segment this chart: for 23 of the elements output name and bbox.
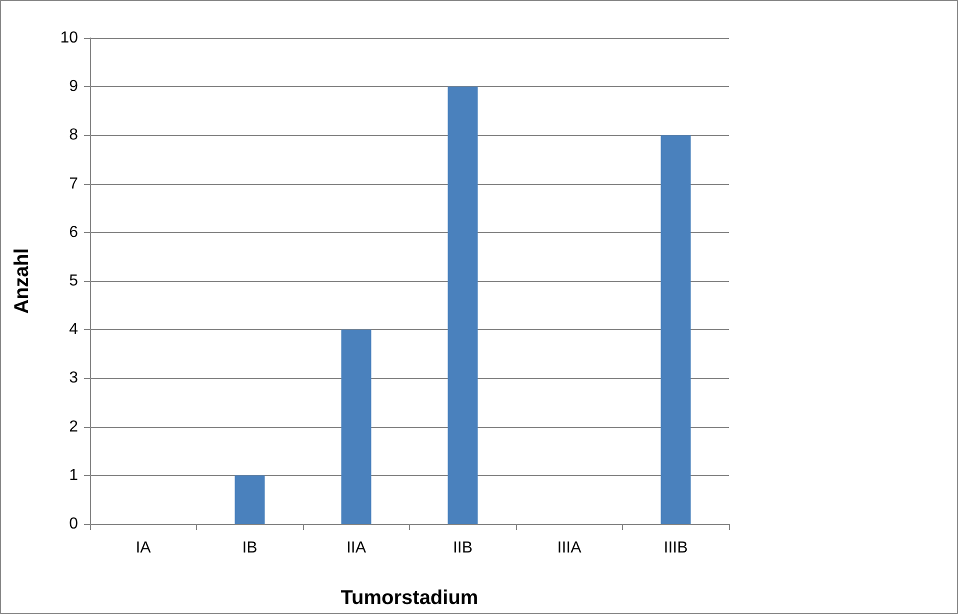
y-tick-label: 4 — [69, 321, 78, 338]
x-tick-label: IIA — [346, 540, 366, 556]
x-tick-label: IA — [136, 540, 152, 556]
bar — [234, 475, 265, 524]
y-tick-label: 3 — [69, 370, 78, 387]
y-tick-label: 0 — [69, 516, 78, 532]
bar — [341, 330, 372, 524]
bar — [448, 86, 478, 524]
y-tick-label: 9 — [69, 78, 78, 96]
y-tick-label: 10 — [60, 30, 78, 46]
x-tick-label: IIIA — [557, 540, 582, 556]
x-tick-label: IIB — [452, 540, 473, 556]
x-tick-label: IB — [242, 540, 258, 556]
y-tick-label: 5 — [69, 272, 78, 290]
bar — [660, 135, 691, 524]
y-tick-label: 6 — [69, 224, 78, 241]
x-tick-label: IIIB — [664, 540, 688, 556]
x-axis-title: Tumorstadium — [340, 587, 478, 609]
y-tick-label: 7 — [69, 175, 78, 192]
y-axis-title: Anzahl — [11, 248, 33, 314]
y-tick-label: 8 — [69, 126, 78, 144]
y-tick-label: 2 — [69, 418, 78, 436]
y-tick-label: 1 — [69, 466, 78, 484]
